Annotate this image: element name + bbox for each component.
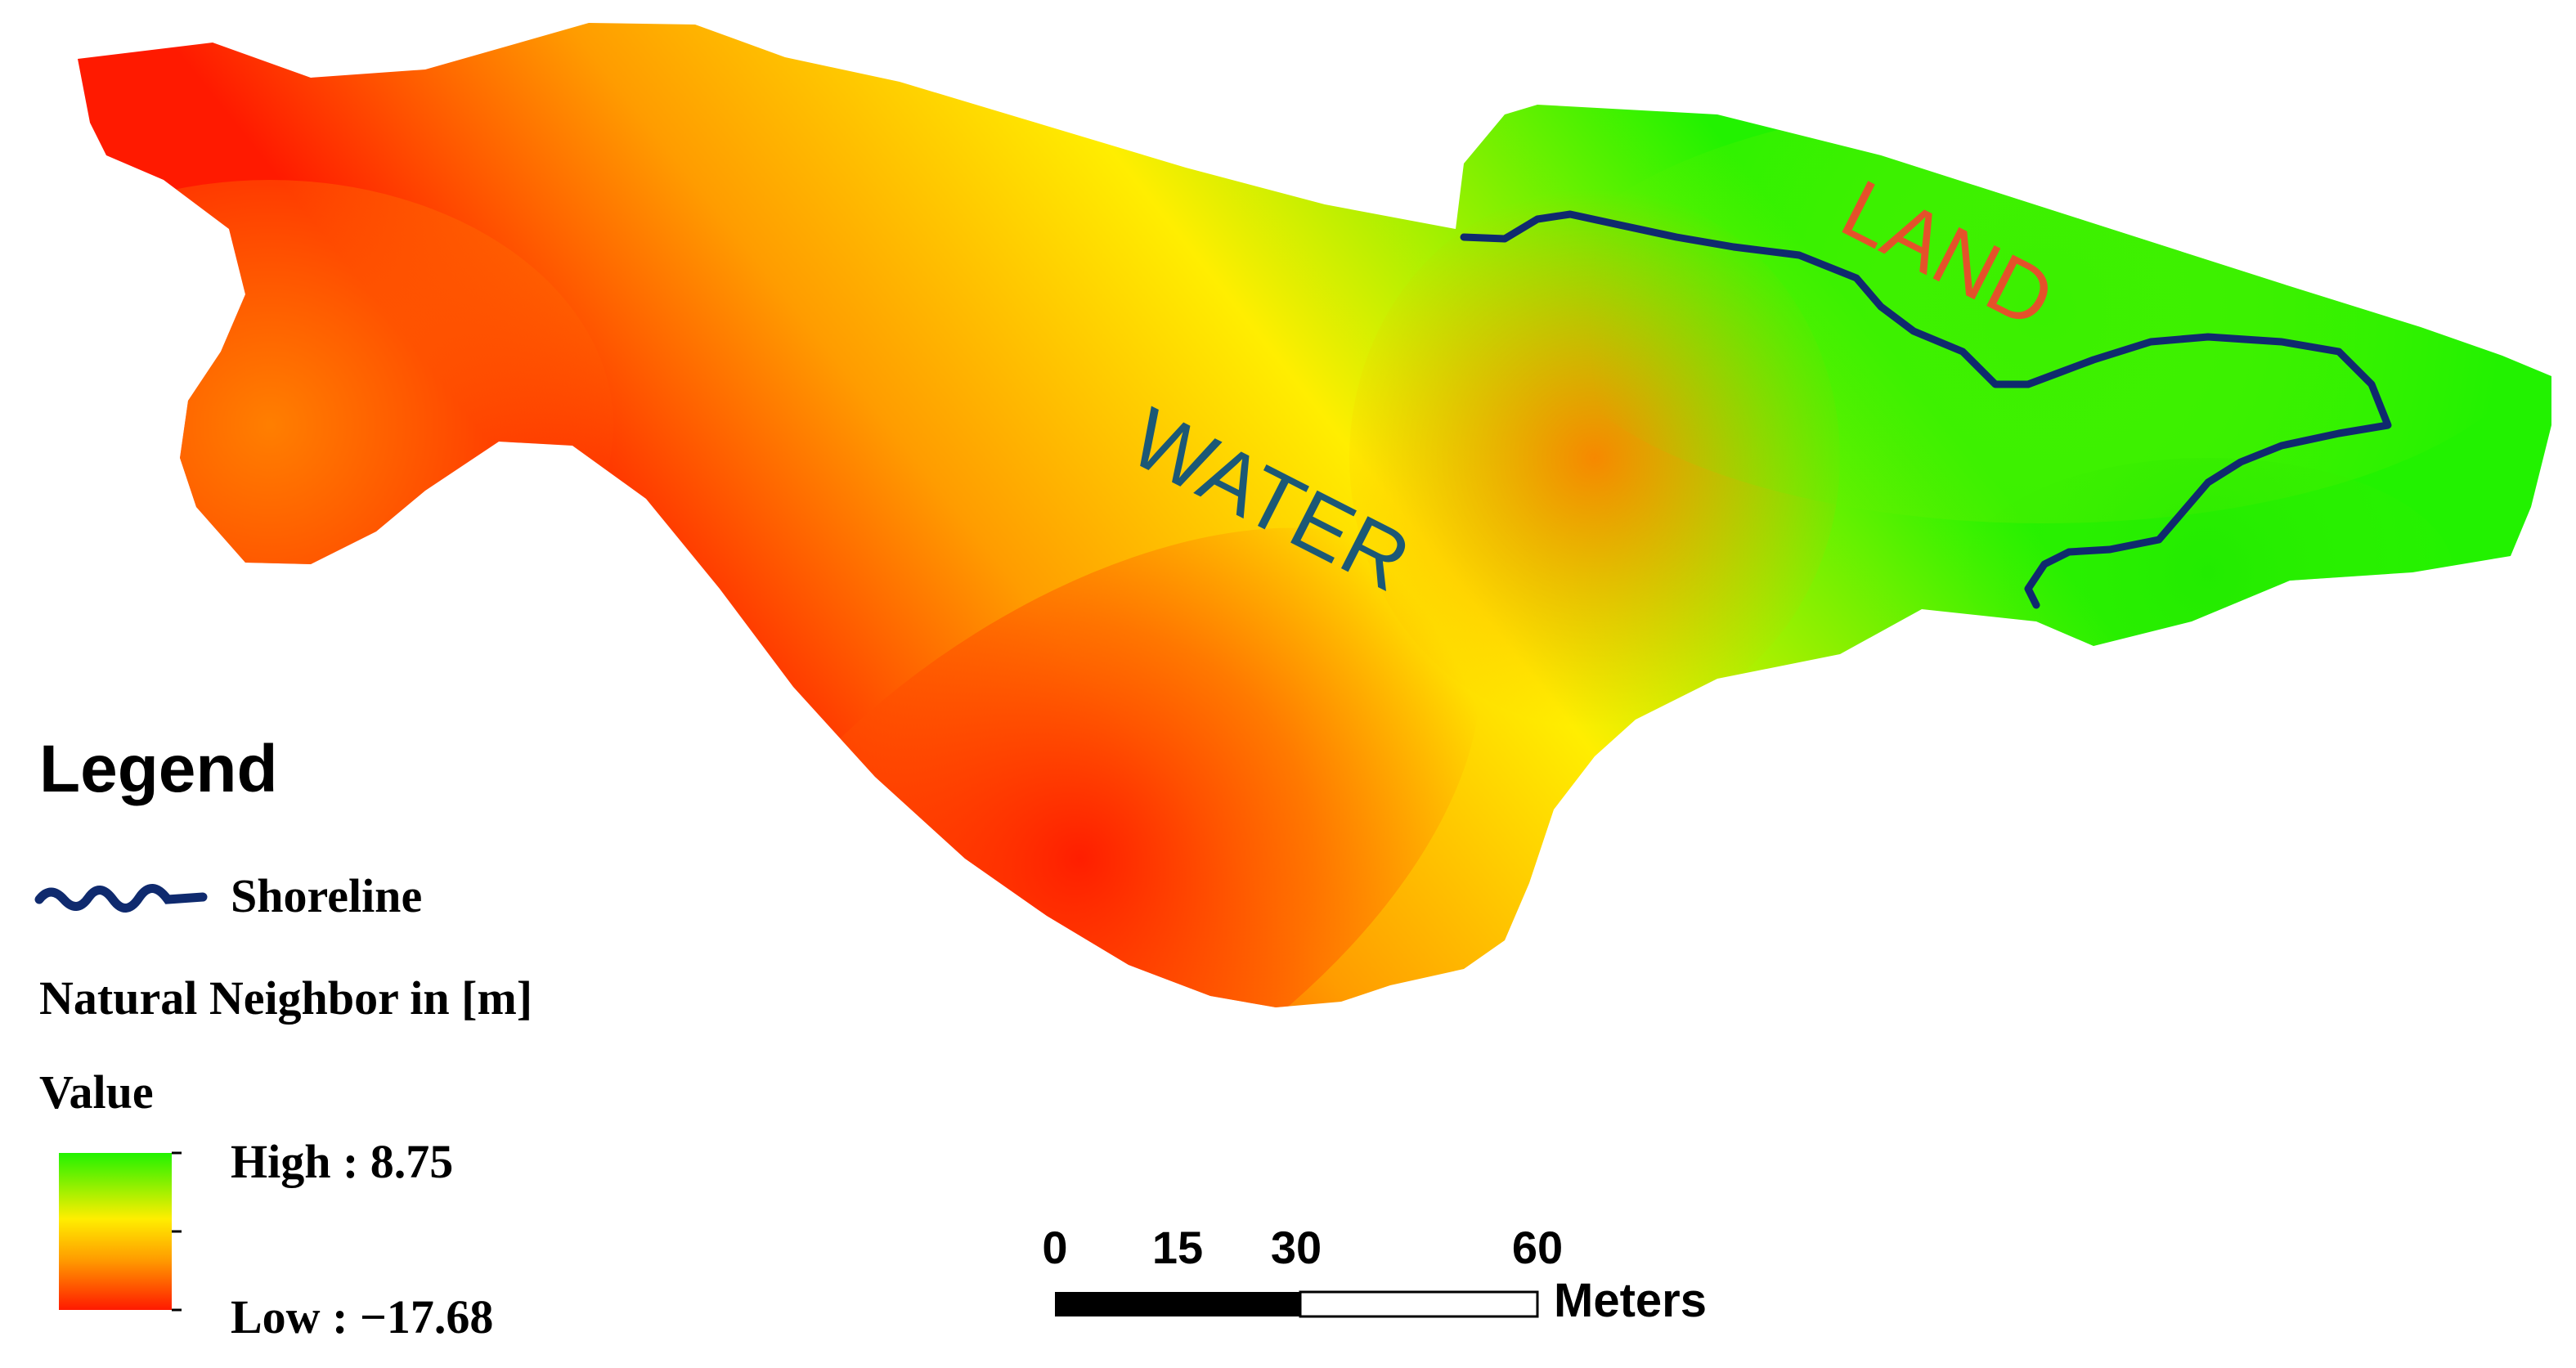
legend-field-label: Natural Neighbor in [m]: [39, 971, 532, 1025]
scale-bar: 0 15 30 60 Meters: [1042, 1222, 1707, 1327]
scale-tick-label: 60: [1512, 1222, 1563, 1273]
legend-shoreline-label: Shoreline: [231, 869, 422, 922]
shoreline-line: [1460, 210, 2392, 609]
scale-tick-label: 0: [1042, 1222, 1067, 1273]
scale-unit-label: Meters: [1554, 1274, 1707, 1327]
scale-segment-black: [1055, 1292, 1300, 1316]
legend-high-label: High : 8.75: [231, 1135, 453, 1188]
legend-title: Legend: [39, 732, 278, 806]
legend: Legend Shoreline Natural Neighbor in [m]…: [34, 732, 532, 1343]
scale-tick-label: 15: [1152, 1222, 1203, 1273]
shoreline-legend-icon: [34, 884, 208, 913]
legend-color-ramp: [59, 1153, 172, 1310]
legend-value-label: Value: [39, 1065, 154, 1119]
scale-segment-white: [1299, 1290, 1539, 1318]
scale-tick-label: 30: [1271, 1222, 1322, 1273]
elevation-raster: [78, 23, 2551, 1007]
legend-low-label: Low : −17.68: [231, 1290, 493, 1343]
